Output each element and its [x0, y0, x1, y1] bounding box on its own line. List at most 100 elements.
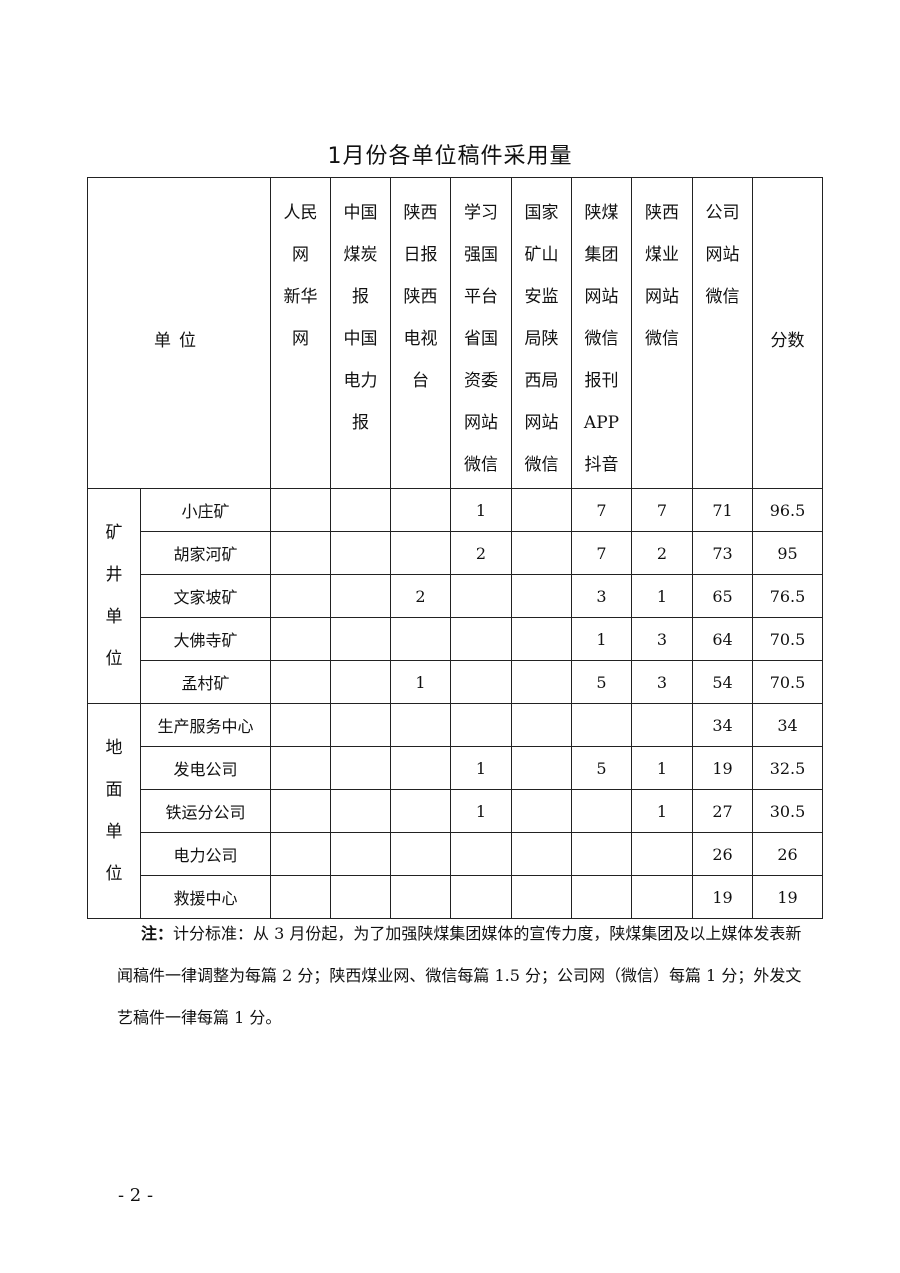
table-row: 铁运分公司 1 1 27 30.5 [88, 789, 823, 833]
count-cell [270, 789, 331, 833]
count-cell: 1 [571, 617, 632, 661]
count-cell [390, 875, 451, 919]
count-cell: 1 [450, 789, 512, 833]
count-cell: 27 [692, 789, 753, 833]
count-cell [390, 531, 451, 575]
count-cell [330, 660, 391, 704]
count-cell [330, 617, 391, 661]
count-cell: 3 [631, 617, 693, 661]
count-cell [330, 531, 391, 575]
media-column-header: 国家 矿山 安监 局陕 西局 网站 微信 [511, 177, 572, 489]
count-cell: 64 [692, 617, 753, 661]
count-cell [450, 875, 512, 919]
note: 注：计分标准：从 3 月份起，为了加强陕煤集团媒体的宣传力度，陕煤集团及以上媒体… [117, 913, 817, 1039]
count-cell [511, 832, 572, 876]
score-cell: 70.5 [752, 660, 823, 704]
submission-table: 单位 人民 网 新华 网中国 煤炭 报 中国 电力 报陕西 日报 陕西 电视 台… [87, 177, 823, 919]
page-title: 1月份各单位稿件采用量 [327, 144, 573, 169]
count-cell [571, 875, 632, 919]
count-cell [330, 832, 391, 876]
unit-name: 铁运分公司 [140, 789, 271, 833]
count-cell: 1 [631, 574, 693, 618]
count-cell [571, 703, 632, 747]
count-cell [270, 832, 331, 876]
count-cell [511, 574, 572, 618]
media-column-header: 陕西 日报 陕西 电视 台 [390, 177, 451, 489]
count-cell [270, 617, 331, 661]
count-cell [511, 531, 572, 575]
count-cell [330, 789, 391, 833]
unit-name: 发电公司 [140, 746, 271, 790]
count-cell: 19 [692, 746, 753, 790]
table-row: 大佛寺矿 1 3 64 70.5 [88, 617, 823, 661]
group-label: 矿 井 单 位 [87, 488, 141, 704]
count-cell [511, 488, 572, 532]
score-cell: 19 [752, 875, 823, 919]
table-row: 救援中心 19 19 [88, 875, 823, 919]
note-label: 注： [141, 924, 174, 943]
unit-name: 救援中心 [140, 875, 271, 919]
unit-header: 单位 [87, 177, 271, 489]
count-cell [270, 574, 331, 618]
table-row: 地 面 单 位生产服务中心 34 34 [87, 703, 823, 919]
count-cell [330, 574, 391, 618]
count-cell [270, 746, 331, 790]
count-cell [450, 617, 512, 661]
score-cell: 76.5 [752, 574, 823, 618]
count-cell: 65 [692, 574, 753, 618]
count-cell: 54 [692, 660, 753, 704]
media-column-header: 学习 强国 平台 省国 资委 网站 微信 [450, 177, 512, 489]
score-cell: 26 [752, 832, 823, 876]
count-cell: 1 [631, 789, 693, 833]
count-cell [270, 531, 331, 575]
count-cell: 7 [571, 488, 632, 532]
count-cell [450, 832, 512, 876]
page-number: - 2 - [118, 1185, 154, 1206]
count-cell: 7 [631, 488, 693, 532]
count-cell [330, 703, 391, 747]
score-cell: 32.5 [752, 746, 823, 790]
count-cell [270, 703, 331, 747]
count-cell [330, 746, 391, 790]
count-cell [511, 660, 572, 704]
score-cell: 30.5 [752, 789, 823, 833]
media-column-header: 陕西 煤业 网站 微信 [631, 177, 693, 489]
count-cell [330, 488, 391, 532]
count-cell [450, 703, 512, 747]
count-cell [390, 832, 451, 876]
count-cell: 71 [692, 488, 753, 532]
score-cell: 95 [752, 531, 823, 575]
table-row: 矿 井 单 位小庄矿 1 7 7 71 96.5 [87, 488, 823, 704]
count-cell [511, 746, 572, 790]
unit-name: 电力公司 [140, 832, 271, 876]
count-cell [270, 875, 331, 919]
count-cell: 2 [631, 531, 693, 575]
count-cell [450, 574, 512, 618]
count-cell [270, 488, 331, 532]
count-cell: 1 [631, 746, 693, 790]
count-cell: 3 [631, 660, 693, 704]
media-column-header: 陕煤 集团 网站 微信 报刊 APP 抖音 [571, 177, 632, 489]
header-row: 单位 人民 网 新华 网中国 煤炭 报 中国 电力 报陕西 日报 陕西 电视 台… [87, 177, 823, 489]
media-column-header: 公司 网站 微信 [692, 177, 753, 489]
table-row: 文家坡矿 2 3 1 65 76.5 [88, 574, 823, 618]
score-cell: 70.5 [752, 617, 823, 661]
group-label: 地 面 单 位 [87, 703, 141, 919]
unit-name: 生产服务中心 [140, 703, 271, 747]
count-cell [390, 617, 451, 661]
unit-name: 文家坡矿 [140, 574, 271, 618]
table-row: 发电公司 1 5 1 19 32.5 [88, 746, 823, 790]
count-cell [571, 832, 632, 876]
unit-name: 小庄矿 [140, 488, 271, 532]
count-cell [270, 660, 331, 704]
count-cell [511, 789, 572, 833]
count-cell: 5 [571, 746, 632, 790]
media-column-header: 人民 网 新华 网 [270, 177, 331, 489]
count-cell [390, 746, 451, 790]
count-cell: 1 [450, 488, 512, 532]
count-cell: 2 [390, 574, 451, 618]
count-cell [390, 789, 451, 833]
media-column-header: 中国 煤炭 报 中国 电力 报 [330, 177, 391, 489]
table-row: 胡家河矿 2 7 2 73 95 [88, 531, 823, 575]
